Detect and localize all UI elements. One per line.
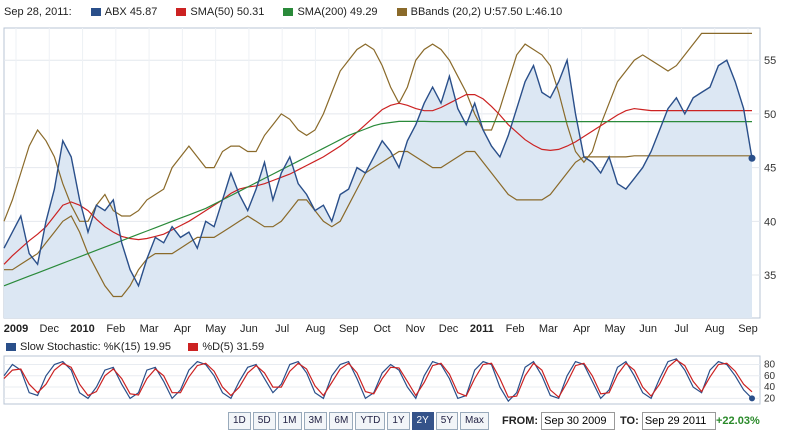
x-tick-label: Oct — [373, 323, 390, 335]
to-date-input[interactable] — [641, 412, 716, 430]
x-tick-label: Apr — [573, 323, 590, 335]
series-line-bbands-lower — [4, 150, 752, 298]
series-line-abx — [3, 57, 753, 288]
main-legend: Sep 28, 2011: ABX 45.87 SMA(50) 50.31 SM… — [4, 6, 576, 22]
x-tick-label: Jun — [240, 323, 258, 335]
range-button-1y[interactable]: 1Y — [387, 412, 410, 430]
x-tick-label: Aug — [306, 323, 326, 335]
x-tick-label: Mar — [539, 323, 558, 335]
range-button-6m[interactable]: 6M — [329, 412, 354, 430]
series-line-sma-200- — [3, 120, 752, 287]
x-tick-label: Dec — [39, 323, 59, 335]
x-tick-label: Aug — [705, 323, 725, 335]
x-tick-label: Apr — [174, 323, 191, 335]
y-tick-label: 50 — [764, 109, 776, 121]
y-tick-label: 45 — [764, 163, 776, 175]
legend-sma200-label: SMA(200) 49.29 — [297, 6, 378, 18]
legend-abx: ABX 45.87 — [89, 6, 158, 18]
y-tick-label: 35 — [764, 270, 776, 282]
legend-abx-label: ABX 45.87 — [104, 6, 158, 18]
range-selector: 1D 5D 1M 3M 6M YTD 1Y 2Y 5Y Max — [228, 412, 491, 430]
stoch-d-label: %D(5) 31.59 — [202, 341, 265, 353]
x-tick-label: 2009 — [4, 323, 28, 335]
range-button-1d[interactable]: 1D — [228, 412, 251, 430]
range-button-5y[interactable]: 5Y — [435, 412, 459, 430]
x-tick-label: 2011 — [470, 323, 494, 335]
x-tick-label: Dec — [439, 323, 459, 335]
change-percent: +22.03% — [716, 415, 760, 427]
range-button-1m[interactable]: 1M — [277, 412, 302, 430]
legend-bbands: BBands (20,2) U:57.50 L:46.10 — [395, 6, 563, 18]
from-date: FROM: — [502, 412, 616, 430]
legend-sma200: SMA(200) 49.29 — [281, 6, 378, 18]
legend-bbands-label: BBands (20,2) U:57.50 L:46.10 — [410, 6, 563, 18]
range-button-2y[interactable]: 2Y — [411, 412, 434, 430]
y-tick-label: 40 — [764, 216, 776, 228]
x-tick-label: Feb — [106, 323, 125, 335]
stoch-tick-label: 80 — [764, 359, 776, 370]
y-tick-label: 55 — [764, 55, 776, 67]
legend-swatch-sma200 — [283, 8, 294, 17]
legend-date: Sep 28, 2011: — [4, 6, 72, 18]
stoch-k-swatch — [6, 343, 16, 352]
from-label: FROM: — [502, 415, 539, 427]
legend-swatch-abx — [90, 8, 101, 17]
x-tick-label: May — [205, 323, 226, 335]
range-button-5d[interactable]: 5D — [252, 412, 276, 430]
x-tick-label: Mar — [140, 323, 159, 335]
range-button-ytd[interactable]: YTD — [355, 412, 386, 430]
stoch-d-swatch — [188, 343, 199, 352]
stoch-tick-label: 60 — [764, 371, 776, 382]
stoch-last-point — [749, 395, 755, 402]
from-date-input[interactable] — [541, 412, 616, 430]
range-button-3m[interactable]: 3M — [303, 412, 328, 430]
legend-swatch-bbands — [396, 8, 407, 17]
price-area — [4, 60, 752, 318]
x-tick-label: 2010 — [70, 323, 94, 335]
legend-sma50-label: SMA(50) 50.31 — [190, 6, 265, 18]
x-tick-label: Sep — [339, 323, 359, 335]
x-tick-label: Sep — [738, 323, 758, 335]
legend-swatch-sma50 — [176, 8, 187, 17]
x-tick-label: Jul — [275, 323, 289, 335]
price-chart: 35 40 45 50 55 2009 Dec 2010 Feb Mar Apr May Jun Jul A… — [3, 27, 776, 335]
x-tick-label: May — [605, 323, 626, 335]
x-tick-label: Nov — [405, 323, 425, 335]
stoch-line--d-5- — [3, 359, 753, 399]
to-date: TO: — [620, 412, 716, 430]
stoch-tick-label: 20 — [764, 393, 776, 404]
legend-sma50: SMA(50) 50.31 — [174, 6, 264, 18]
stochastic-legend: Slow Stochastic: %K(15) 19.95 %D(5) 31.5… — [4, 341, 264, 353]
x-tick-label: Jun — [639, 323, 657, 335]
x-tick-label: Feb — [506, 323, 525, 335]
x-tick-label: Jul — [674, 323, 688, 335]
range-button-max[interactable]: Max — [460, 412, 489, 430]
last-price-point — [748, 154, 756, 162]
to-label: TO: — [620, 415, 639, 427]
series-line-bbands-upper — [3, 32, 752, 222]
stoch-k-label: Slow Stochastic: %K(15) 19.95 — [20, 341, 172, 353]
stoch-tick-label: 40 — [764, 382, 776, 393]
